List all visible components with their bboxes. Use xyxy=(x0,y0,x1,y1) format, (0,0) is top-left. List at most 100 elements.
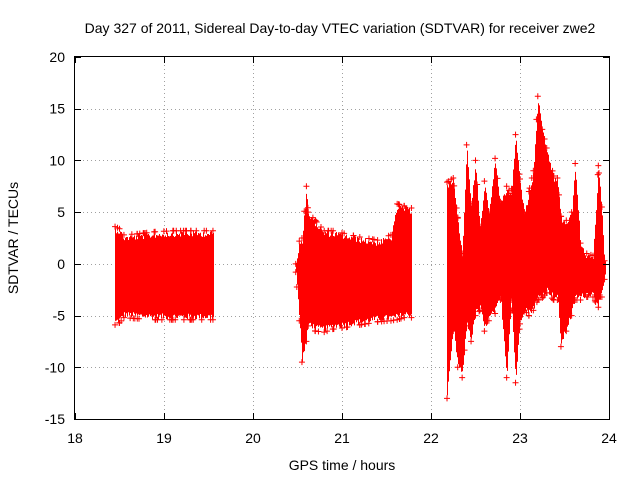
data-point xyxy=(512,131,519,138)
data-point xyxy=(298,235,305,241)
data-point xyxy=(583,250,590,257)
data-point xyxy=(598,203,605,210)
data-point xyxy=(568,209,575,216)
x-tick-label: 21 xyxy=(334,430,350,446)
data-point xyxy=(305,322,312,329)
data-point xyxy=(476,308,483,315)
data-point xyxy=(477,223,484,230)
data-point xyxy=(555,191,562,198)
data-point xyxy=(385,232,392,239)
data-point xyxy=(492,310,499,317)
data-point xyxy=(143,229,150,236)
data-point xyxy=(207,316,214,323)
data-point xyxy=(595,304,602,311)
x-tick-label: 18 xyxy=(67,430,83,446)
data-point xyxy=(371,236,378,243)
data-point xyxy=(325,227,332,234)
data-point xyxy=(474,181,481,188)
data-point xyxy=(187,227,194,234)
data-segment xyxy=(292,183,415,366)
data-point xyxy=(120,314,127,321)
data-point xyxy=(303,338,310,345)
data-point xyxy=(459,250,466,257)
data-point xyxy=(454,364,461,371)
data-point xyxy=(508,307,515,314)
data-point xyxy=(296,317,303,324)
data-point xyxy=(292,260,299,267)
data-point xyxy=(463,322,470,329)
plot-frame xyxy=(74,56,610,420)
data-point xyxy=(512,379,519,386)
data-point xyxy=(577,240,584,247)
y-tick-label: 5 xyxy=(57,204,65,220)
x-tick-label: 22 xyxy=(423,430,439,446)
data-point xyxy=(365,320,372,327)
data-point xyxy=(365,235,372,242)
y-tick-label: -5 xyxy=(53,308,66,324)
data-point xyxy=(401,202,408,209)
y-tick-label: 20 xyxy=(49,49,65,65)
data-point xyxy=(445,178,452,185)
data-point xyxy=(517,320,523,327)
y-tick-label: 15 xyxy=(49,101,65,117)
data-segment xyxy=(112,223,216,328)
data-point xyxy=(401,314,408,321)
data-point xyxy=(539,126,546,133)
data-point xyxy=(472,312,479,319)
data-point xyxy=(601,257,608,264)
data-point xyxy=(568,312,575,319)
y-tick-label: 10 xyxy=(49,152,65,168)
data-point xyxy=(485,209,492,216)
data-point xyxy=(112,321,119,328)
data-point xyxy=(324,328,331,335)
y-tick-label: -15 xyxy=(45,411,65,427)
data-point xyxy=(485,317,492,324)
data-point xyxy=(481,328,488,335)
data-point xyxy=(374,237,381,244)
data-point xyxy=(453,205,460,212)
data-point xyxy=(118,317,125,324)
data-point xyxy=(381,318,388,325)
data-point xyxy=(549,167,556,174)
data-point xyxy=(541,135,548,142)
data-point xyxy=(451,182,458,189)
data-point xyxy=(396,201,403,208)
data-point xyxy=(543,289,550,296)
data-point xyxy=(408,314,415,321)
data-point xyxy=(151,228,158,235)
data-point xyxy=(528,175,535,182)
data-point xyxy=(317,224,324,231)
data-point xyxy=(591,297,598,304)
data-point xyxy=(503,374,510,381)
data-point xyxy=(350,232,357,239)
data-point xyxy=(114,224,121,231)
data-point xyxy=(321,329,328,336)
data-point xyxy=(558,213,565,220)
data-point xyxy=(554,175,561,182)
data-point xyxy=(304,204,311,211)
data-point xyxy=(508,297,515,304)
data-point xyxy=(158,316,165,323)
data-point xyxy=(201,227,208,234)
data-segment xyxy=(444,93,608,402)
data-point xyxy=(444,179,451,186)
data-point xyxy=(526,185,533,192)
data-series xyxy=(112,93,608,402)
data-point xyxy=(186,316,193,323)
data-point xyxy=(309,214,316,221)
data-point xyxy=(595,162,602,169)
data-point xyxy=(396,316,403,323)
data-point xyxy=(594,171,601,178)
x-tick-label: 19 xyxy=(156,430,172,446)
data-point xyxy=(330,325,337,332)
data-point xyxy=(160,228,167,235)
data-point xyxy=(408,205,415,212)
data-point xyxy=(548,295,555,302)
data-point xyxy=(136,230,143,237)
data-point xyxy=(315,328,322,335)
data-point xyxy=(312,217,319,224)
y-axis-label: SDTVAR / TECUs xyxy=(5,182,21,294)
data-point xyxy=(193,227,200,234)
data-point xyxy=(521,209,528,216)
x-axis-label: GPS time / hours xyxy=(289,457,396,473)
